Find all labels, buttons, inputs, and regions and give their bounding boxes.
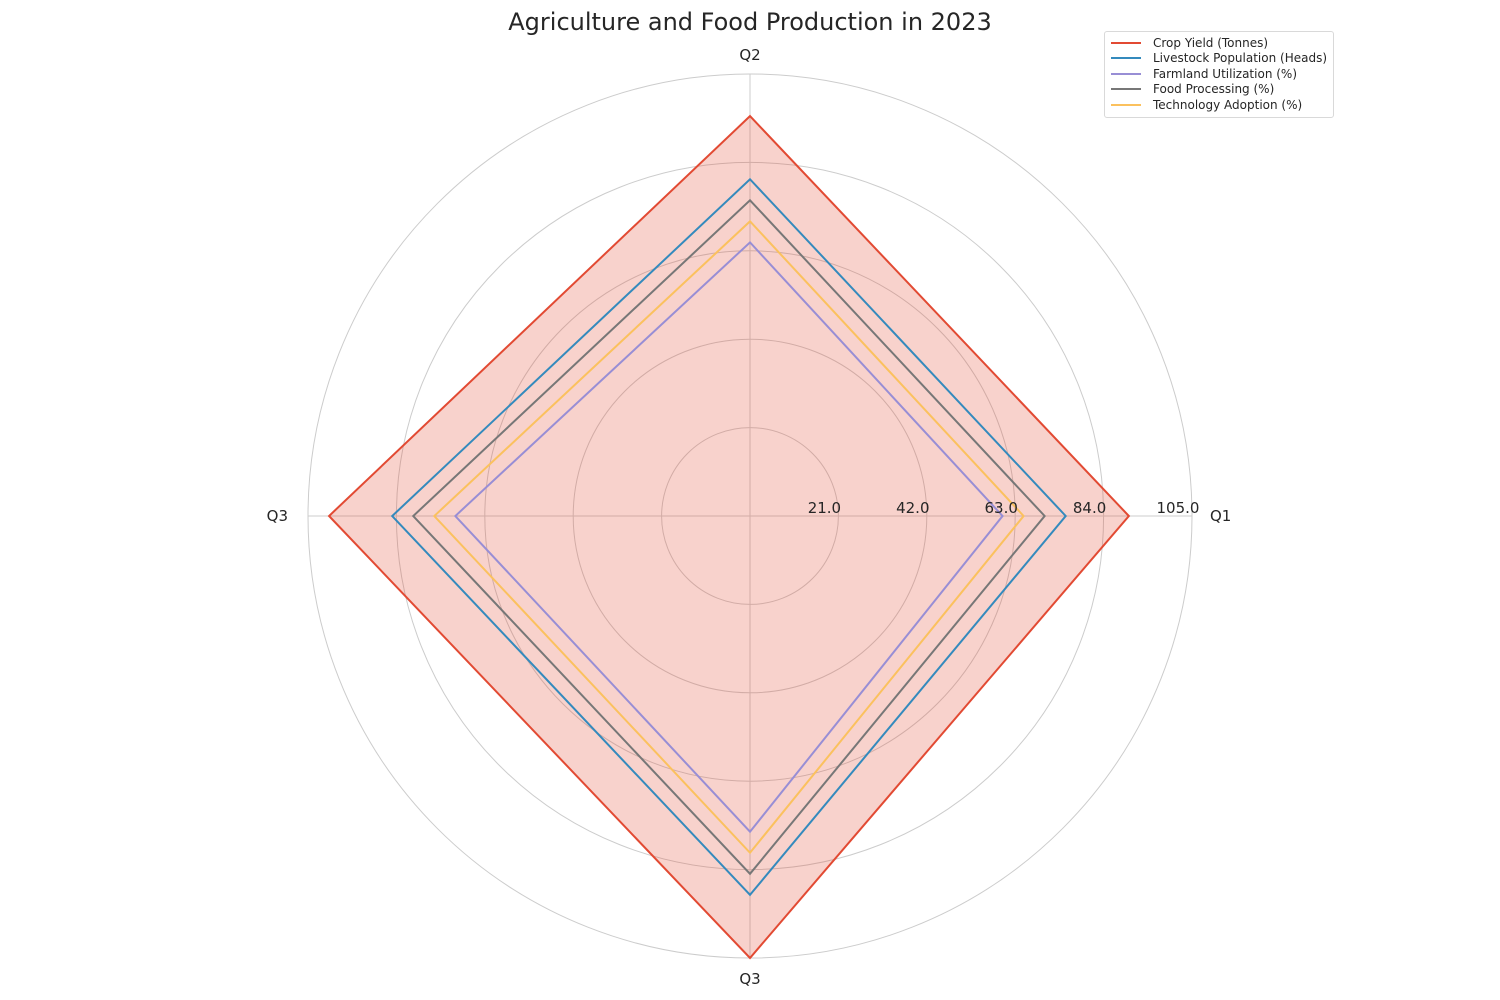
legend-swatch [1111,88,1141,91]
series-layer [327,114,1131,960]
category-label: Q2 [739,46,760,64]
legend-label: Livestock Population (Heads) [1153,51,1328,66]
legend: Crop Yield (Tonnes) Livestock Population … [1104,31,1334,118]
radial-tick-label: 105.0 [1157,499,1200,517]
category-label: Q3 [267,507,288,525]
legend-label: Technology Adoption (%) [1153,97,1303,112]
legend-item: Crop Yield (Tonnes) [1105,35,1333,51]
label-layer: 21.0 42.0 63.0 84.0 105.0 Q1 Q2 Q3 Q3 [267,46,1232,988]
legend-swatch [1111,57,1141,60]
legend-label: Farmland Utilization (%) [1153,66,1297,81]
legend-item: Livestock Population (Heads) [1105,51,1333,67]
category-label: Q3 [739,970,760,988]
series-line [453,240,1004,834]
legend-swatch [1111,72,1141,75]
legend-label: Food Processing (%) [1153,82,1275,97]
series-line [411,198,1046,876]
category-label: Q1 [1210,507,1231,525]
legend-label: Crop Yield (Tonnes) [1153,35,1269,50]
radial-tick-label: 42.0 [896,499,929,517]
radar-grid [307,73,1193,959]
series-line [390,177,1068,897]
legend-swatch [1111,103,1141,106]
legend-item: Technology Adoption (%) [1105,97,1333,113]
legend-item: Farmland Utilization (%) [1105,66,1333,82]
radial-tick-label: 63.0 [984,499,1017,517]
series-line [327,114,1131,960]
series-line [432,219,1025,855]
chart-title: Agriculture and Food Production in 2023 [508,8,992,36]
radial-tick-label: 21.0 [808,499,841,517]
legend-swatch [1111,41,1141,44]
legend-item: Food Processing (%) [1105,82,1333,98]
radial-tick-label: 84.0 [1073,499,1106,517]
